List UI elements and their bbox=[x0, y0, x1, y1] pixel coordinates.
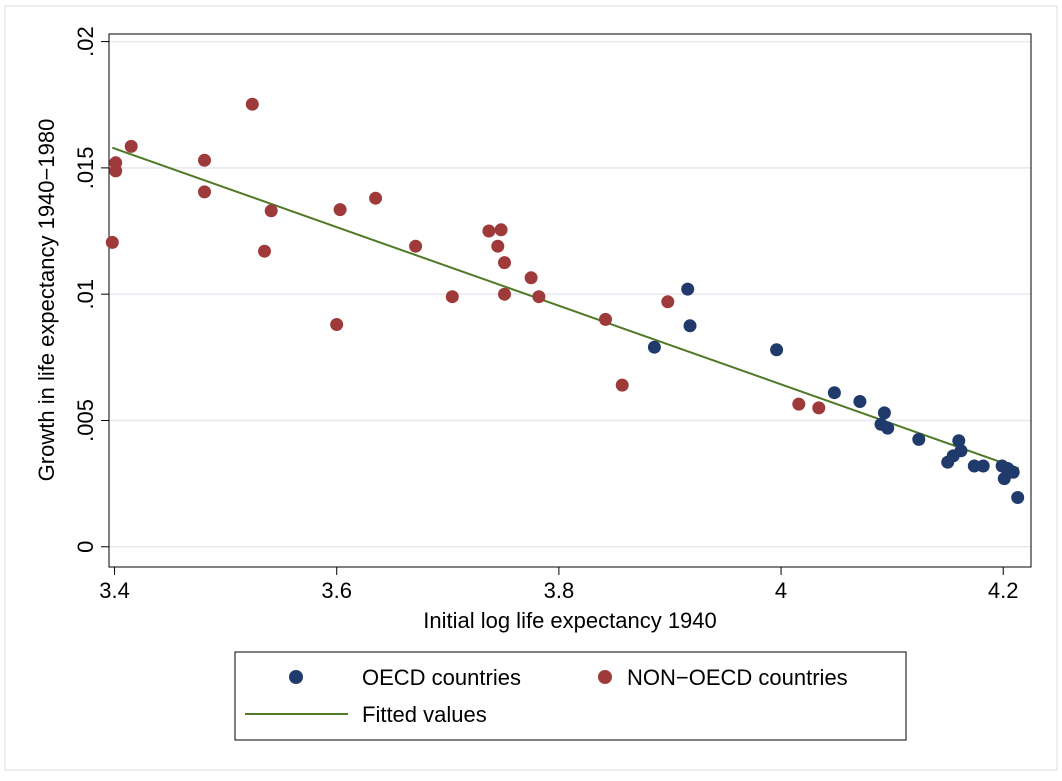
x-tick-label: 3.8 bbox=[544, 578, 575, 603]
oecd-point bbox=[877, 406, 891, 420]
non-oecd-point bbox=[198, 153, 211, 167]
non-oecd-point bbox=[498, 256, 511, 270]
non-oecd-point bbox=[258, 244, 271, 258]
oecd-point bbox=[683, 319, 697, 333]
oecd-point bbox=[952, 434, 966, 448]
non-oecd-point bbox=[245, 97, 259, 111]
x-axis-label: Initial log life expectancy 1940 bbox=[423, 608, 717, 633]
fit-line-layer bbox=[111, 146, 1020, 470]
non-oecd-point bbox=[482, 224, 496, 238]
legend-box bbox=[234, 651, 907, 741]
axes: 0 .005 .01 .015 .02 3.4 3.6 3.8 4 4.2 bbox=[73, 26, 1019, 603]
oecd-point bbox=[881, 421, 895, 435]
oecd-point bbox=[1006, 465, 1020, 479]
non-oecd-point bbox=[105, 235, 119, 249]
non-oecd-point bbox=[615, 378, 629, 392]
oecd-point bbox=[912, 432, 926, 446]
x-tick-label: 4 bbox=[775, 578, 787, 603]
oecd-point bbox=[770, 343, 784, 357]
legend-label-fitted: Fitted values bbox=[362, 702, 487, 727]
oecd-point bbox=[1011, 491, 1025, 504]
x-tick-label: 3.4 bbox=[99, 578, 130, 603]
oecd-point bbox=[967, 459, 981, 473]
fitted-line bbox=[111, 146, 1020, 470]
y-tick-label: .01 bbox=[73, 279, 98, 310]
plot-area-border bbox=[108, 33, 1032, 568]
non-oecd-point bbox=[333, 203, 347, 217]
non-oecd-point bbox=[812, 401, 826, 415]
oecd-point bbox=[976, 459, 990, 473]
y-tick-label: .02 bbox=[73, 26, 98, 57]
oecd-point bbox=[647, 340, 661, 354]
y-tick-label: .015 bbox=[73, 146, 98, 189]
non-oecd-point bbox=[661, 295, 675, 309]
data-points bbox=[105, 97, 1025, 504]
legend-marker-oecd bbox=[289, 670, 303, 684]
non-oecd-point bbox=[445, 290, 459, 304]
oecd-point bbox=[954, 444, 968, 458]
x-tick-label: 4.2 bbox=[988, 578, 1019, 603]
non-oecd-point bbox=[409, 239, 423, 253]
non-oecd-point bbox=[494, 223, 508, 237]
non-oecd-point bbox=[524, 271, 538, 285]
y-tick-label: .005 bbox=[73, 399, 98, 442]
non-oecd-point bbox=[109, 164, 123, 178]
legend-label-non-oecd: NON−OECD countries bbox=[627, 665, 848, 690]
non-oecd-point bbox=[330, 318, 344, 331]
non-oecd-point bbox=[532, 290, 546, 304]
non-oecd-point bbox=[264, 204, 278, 218]
non-oecd-point bbox=[124, 139, 138, 153]
oecd-point bbox=[681, 282, 695, 296]
non-oecd-point bbox=[491, 239, 505, 253]
non-oecd-point bbox=[792, 397, 806, 411]
y-axis-label: Growth in life expectancy 1940−1980 bbox=[34, 119, 59, 482]
x-tick-label: 3.6 bbox=[321, 578, 352, 603]
oecd-point bbox=[853, 395, 867, 408]
outer-frame bbox=[4, 5, 1058, 771]
non-oecd-point bbox=[498, 287, 511, 301]
non-oecd-point bbox=[369, 191, 383, 205]
legend-marker-non-oecd bbox=[598, 670, 612, 684]
non-oecd-point bbox=[198, 185, 211, 199]
non-oecd-point bbox=[599, 312, 612, 326]
oecd-point bbox=[827, 386, 841, 400]
legend: OECD countries NON−OECD countries Fitted… bbox=[234, 651, 907, 741]
y-tick-label: 0 bbox=[73, 541, 98, 553]
legend-label-oecd: OECD countries bbox=[362, 665, 521, 690]
